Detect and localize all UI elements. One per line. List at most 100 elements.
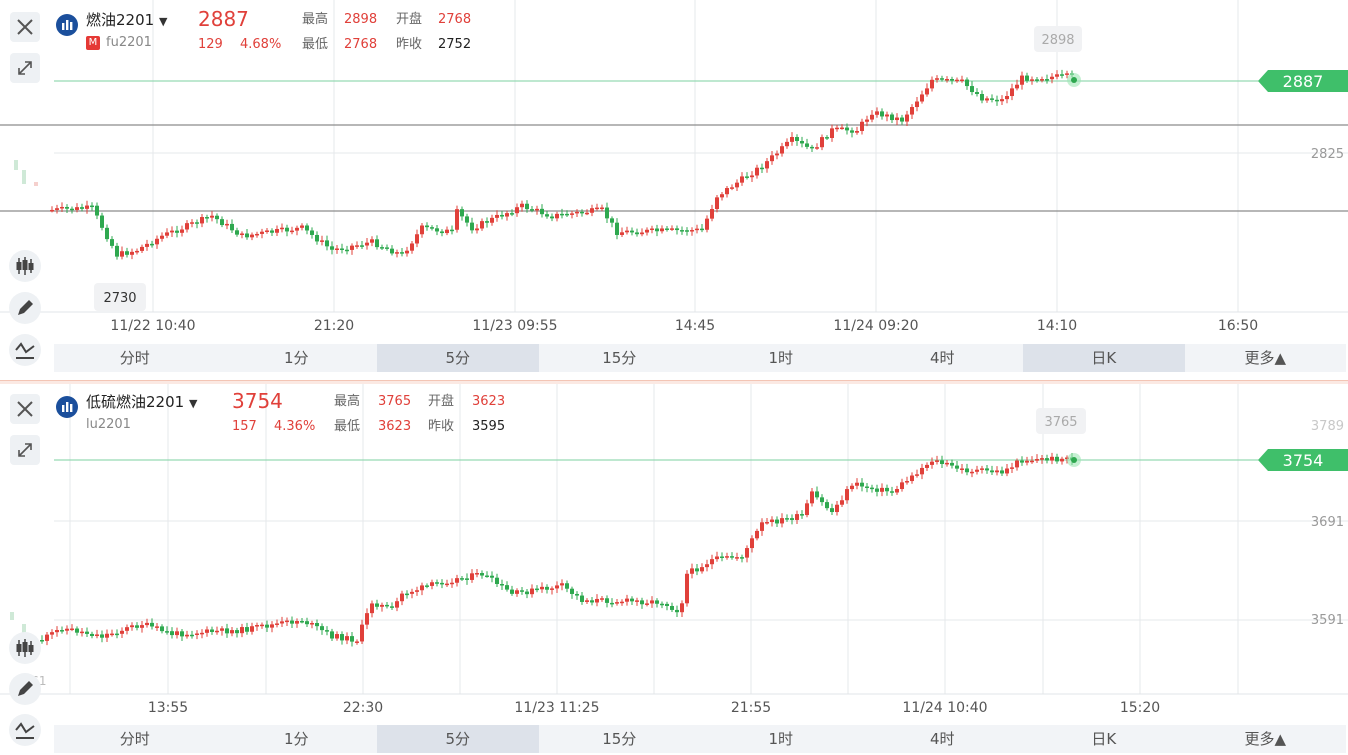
candle-body (125, 627, 129, 631)
candle-body (410, 243, 414, 251)
candle-body (120, 630, 124, 634)
candle-body (685, 230, 689, 232)
candle-body (210, 629, 214, 632)
candle-body (880, 111, 884, 117)
pencil-icon (18, 681, 33, 696)
candle-body (860, 121, 864, 131)
instrument-selector[interactable]: 燃油2201 ▼ (86, 8, 167, 34)
candle-body (465, 578, 469, 580)
last-price-dot (1071, 457, 1077, 463)
tab-4hour[interactable]: 4时 (929, 730, 955, 748)
candle-body (850, 485, 854, 490)
x-tick-label: 14:45 (675, 318, 715, 334)
tab-daily[interactable]: 日K (1091, 730, 1117, 748)
candle-body (700, 567, 704, 572)
candle-body (970, 471, 974, 474)
tab-1hour[interactable]: 1时 (768, 730, 794, 748)
candle-body (985, 98, 989, 101)
expand-button-top[interactable] (10, 53, 40, 83)
candle-body (680, 230, 684, 232)
indicator-button-bottom[interactable] (9, 714, 41, 746)
tab-more[interactable]: 更多▲ (1244, 349, 1287, 367)
candle-body (550, 216, 554, 219)
tab-more[interactable]: 更多▲ (1244, 730, 1287, 748)
candle-body (705, 218, 709, 230)
tab-1min[interactable]: 1分 (283, 730, 309, 748)
instrument-selector[interactable]: 低硫燃油2201 ▼ (86, 390, 197, 416)
chart-canvas-bottom[interactable]: 37543765356137893691359113:5522:3011/23 … (0, 384, 1348, 755)
candle-body (575, 593, 579, 596)
candle-body (865, 119, 869, 122)
x-tick-label: 21:55 (731, 700, 771, 716)
candle-body (845, 127, 849, 131)
tab-1hour[interactable]: 1时 (768, 349, 794, 367)
price-tag-text: 2887 (1283, 72, 1324, 91)
draw-button-top[interactable] (9, 292, 41, 324)
candle-body (1030, 79, 1034, 81)
tab-15min[interactable]: 15分 (602, 349, 637, 367)
logo-icon (56, 14, 78, 36)
candle-body (190, 222, 194, 224)
draw-button-bottom[interactable] (9, 673, 41, 705)
candlestick-button-bottom[interactable] (9, 632, 41, 664)
instrument-code: fu2201 (106, 35, 152, 50)
candle-body (450, 582, 454, 585)
candle-body (540, 586, 544, 590)
candle-body (360, 245, 364, 247)
candle-body (580, 595, 584, 602)
close-button-bottom[interactable] (10, 394, 40, 424)
expand-button-bottom[interactable] (10, 435, 40, 465)
tab-timeshare[interactable]: 分时 (119, 349, 150, 367)
candle-body (855, 482, 859, 486)
x-tick-label: 22:30 (343, 700, 383, 716)
candle-body (575, 211, 579, 214)
candle-body (730, 187, 734, 189)
chart-canvas-top[interactable]: 2887 2898 2730 2825 11/22 10:40 21:20 11/23 09… (0, 0, 1348, 380)
candle-body (195, 222, 199, 224)
candle-body (315, 623, 319, 627)
candle-body (955, 465, 959, 469)
candle-body (565, 213, 569, 216)
candle-body (180, 229, 184, 233)
candle-body (585, 212, 589, 215)
candle-body (1060, 458, 1064, 462)
candle-body (515, 207, 519, 214)
candle-body (910, 107, 914, 115)
tab-15min[interactable]: 15分 (602, 730, 637, 748)
candle-body (525, 203, 529, 210)
candle-body (105, 227, 109, 240)
tab-5min[interactable]: 5分 (377, 725, 539, 753)
tab-4hour[interactable]: 4时 (929, 349, 955, 367)
candle-body (890, 491, 894, 493)
tab-daily[interactable]: 日K (1023, 344, 1185, 372)
tab-timeshare[interactable]: 分时 (119, 730, 150, 748)
candle-body (875, 111, 879, 115)
candle-body (365, 242, 369, 246)
candle-body (370, 603, 374, 614)
x-tick-label: 11/24 10:40 (902, 700, 987, 716)
candle-body (795, 137, 799, 141)
tab-5min[interactable]: 5分 (377, 344, 539, 372)
candle-body (815, 147, 819, 149)
close-button-top[interactable] (10, 12, 40, 42)
candle-body (440, 582, 444, 585)
candle-body (225, 223, 229, 226)
price-tag-bg (1258, 449, 1348, 471)
candle-body (145, 622, 149, 626)
candle-body (905, 114, 909, 122)
price-tag-bg (1258, 70, 1348, 92)
indicator-button-top[interactable] (9, 334, 41, 366)
candle-body (640, 600, 644, 605)
candle-body (460, 209, 464, 217)
candle-body (880, 487, 884, 492)
candle-body (630, 598, 634, 602)
candle-body (750, 175, 754, 178)
candle-body (680, 603, 684, 613)
dropdown-icon: ▼ (158, 15, 168, 28)
candle-body (930, 461, 934, 465)
tab-1min[interactable]: 1分 (283, 349, 309, 367)
candle-body (400, 593, 404, 602)
change-percent: 4.68% (240, 37, 282, 52)
panel-divider[interactable] (0, 380, 1348, 384)
candlestick-button-top[interactable] (9, 250, 41, 282)
